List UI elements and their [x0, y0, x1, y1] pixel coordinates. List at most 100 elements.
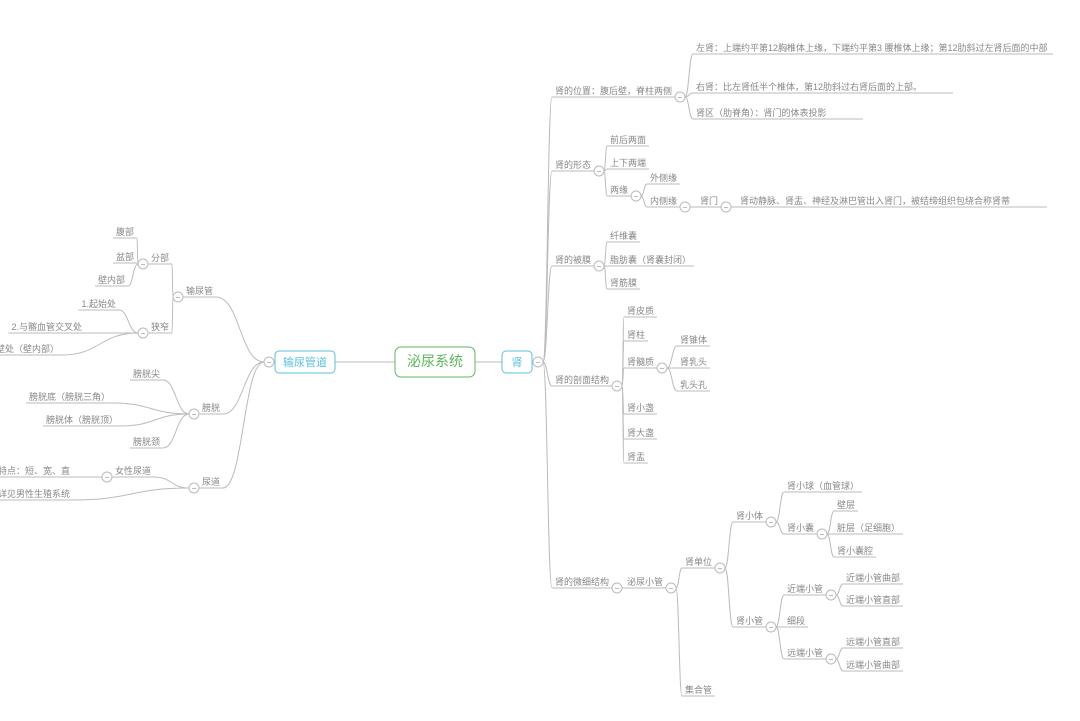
- svg-text:−: −: [829, 655, 834, 664]
- collapse-r-sec[interactable]: −: [612, 381, 622, 391]
- node-l-pg1[interactable]: 膀胱尖: [130, 368, 163, 380]
- collapse-r-u2[interactable]: −: [766, 622, 776, 632]
- node-r-u2a[interactable]: 近端小管: [784, 583, 826, 595]
- node-r-u1b1[interactable]: 壁层: [834, 499, 858, 511]
- collapse-l-ureter[interactable]: −: [173, 292, 183, 302]
- node-r-u2c2[interactable]: 远端小管曲部: [843, 659, 903, 671]
- collapse-r-u1[interactable]: −: [766, 517, 776, 527]
- node-l-nd1[interactable]: 女性尿道: [112, 465, 154, 477]
- node-r-sec5[interactable]: 肾大盏: [624, 427, 657, 439]
- collapse-r-u[interactable]: −: [715, 563, 725, 573]
- node-l-xz2[interactable]: 2.与髂血管交叉处: [8, 321, 85, 333]
- node-r-u1[interactable]: 肾小体: [733, 510, 766, 522]
- node-r-u1b3[interactable]: 肾小囊腔: [834, 545, 876, 557]
- collapse-l-xz[interactable]: −: [138, 328, 148, 338]
- node-l-nd2[interactable]: 男性尿道：详见男性生殖系统: [0, 488, 73, 500]
- collapse-r-u1b[interactable]: −: [817, 529, 827, 539]
- node-r-u1a[interactable]: 肾小球（血管球）: [784, 480, 862, 492]
- node-r-sec1[interactable]: 肾皮质: [624, 305, 657, 317]
- node-r-sec6[interactable]: 肾盂: [624, 452, 648, 463]
- node-right1[interactable]: 肾: [502, 351, 532, 373]
- collapse-r-u2a[interactable]: −: [826, 590, 836, 600]
- collapse-l-fb[interactable]: −: [138, 259, 148, 269]
- node-r-sec3b[interactable]: 肾乳头: [677, 356, 710, 368]
- label: 肾柱: [627, 329, 645, 340]
- node-r-s3b1[interactable]: 肾门: [697, 195, 721, 207]
- node-l-xz1[interactable]: 1.起始处: [78, 298, 119, 310]
- collapse-l-nd[interactable]: −: [189, 483, 199, 493]
- collapse-l-pg[interactable]: −: [189, 409, 199, 419]
- node-left1[interactable]: 输尿管道: [275, 351, 335, 373]
- node-r-sec[interactable]: 肾的剖面结构: [552, 374, 612, 386]
- node-r-mic1[interactable]: 泌尿小管: [624, 576, 666, 588]
- node-r-u2[interactable]: 肾小管: [733, 615, 766, 627]
- node-l-ureter[interactable]: 输尿管: [183, 285, 216, 297]
- collapse-right1[interactable]: −: [533, 357, 543, 367]
- node-l-fb[interactable]: 分部: [148, 252, 172, 264]
- node-r-sec2[interactable]: 肾柱: [624, 329, 648, 341]
- node-r-s2[interactable]: 上下两端: [607, 157, 649, 169]
- node-r-shape[interactable]: 肾的形态: [552, 159, 594, 171]
- node-l-pg[interactable]: 膀胱: [199, 402, 223, 414]
- svg-text:−: −: [829, 591, 834, 600]
- node-l-fb3[interactable]: 壁内部: [95, 274, 128, 286]
- svg-text:−: −: [597, 167, 602, 176]
- collapse-r-pos[interactable]: −: [675, 92, 685, 102]
- node-l-nd[interactable]: 尿道: [199, 476, 223, 488]
- label: 膀胱尖: [133, 368, 160, 379]
- node-r-u[interactable]: 肾单位: [682, 556, 715, 568]
- collapse-r-mem[interactable]: −: [594, 261, 604, 271]
- node-root[interactable]: 泌尿系统: [395, 347, 475, 377]
- node-r-sec4[interactable]: 肾小盏: [624, 402, 657, 414]
- node-r-s3[interactable]: 两缘: [607, 184, 631, 196]
- node-r-s3b[interactable]: 内侧缘: [647, 195, 680, 207]
- node-r-u2a2[interactable]: 近端小管直部: [843, 594, 903, 606]
- node-r-s3a[interactable]: 外侧缘: [647, 172, 680, 184]
- collapse-l-nd1[interactable]: −: [102, 472, 112, 482]
- collapse-r-mic1[interactable]: −: [666, 583, 676, 593]
- node-r-s1[interactable]: 前后两面: [607, 134, 649, 146]
- node-r-m2[interactable]: 脂肪囊（肾囊封闭）: [607, 254, 694, 266]
- node-r-mem[interactable]: 肾的被膜: [552, 254, 594, 266]
- node-l-nd1a[interactable]: 特点：短、宽、直: [0, 465, 73, 477]
- collapse-r-shape[interactable]: −: [594, 166, 604, 176]
- collapse-r-sec3[interactable]: −: [657, 363, 667, 373]
- node-r-pos2[interactable]: 右肾：比左肾低半个椎体，第12肋斜过右肾后面的上部。: [693, 81, 953, 93]
- svg-text:−: −: [769, 623, 774, 632]
- node-l-fb2[interactable]: 盆部: [113, 251, 137, 263]
- node-r-mic[interactable]: 肾的微细结构: [552, 576, 612, 588]
- node-r-sec3[interactable]: 肾髓质: [624, 356, 657, 368]
- node-r-u1b[interactable]: 肾小囊: [784, 522, 817, 534]
- collapse-r-s3[interactable]: −: [631, 191, 641, 201]
- collapse-r-u2c[interactable]: −: [826, 654, 836, 664]
- node-r-mic2[interactable]: 集合管: [682, 684, 715, 696]
- node-l-fb1[interactable]: 腹部: [113, 226, 137, 238]
- node-r-u2b[interactable]: 细段: [784, 615, 808, 627]
- node-l-pg3[interactable]: 膀胱体（膀胱顶）: [43, 414, 121, 426]
- node-r-sec3c[interactable]: 乳头孔: [677, 379, 710, 391]
- node-r-pos1[interactable]: 左肾：上端约平第12胸椎体上缘，下端约平第3 腰椎体上缘；第12肋斜过左肾后面的…: [693, 42, 1053, 54]
- label: 肾小管: [736, 615, 763, 626]
- node-r-pos[interactable]: 肾的位置：腹后壁，脊柱两侧: [552, 85, 675, 97]
- svg-text:−: −: [192, 410, 197, 419]
- node-r-m1[interactable]: 纤维囊: [607, 230, 640, 242]
- collapse-r-s3b1[interactable]: −: [721, 202, 731, 212]
- svg-text:−: −: [192, 484, 197, 493]
- label: 膀胱颈: [133, 436, 160, 447]
- collapse-r-mic[interactable]: −: [612, 583, 622, 593]
- node-l-xz3[interactable]: 3.穿膀胱壁处（壁内部）: [0, 343, 62, 355]
- node-l-pg2[interactable]: 膀胱底（膀胱三角）: [26, 391, 113, 403]
- node-r-u2c1[interactable]: 远端小管直部: [843, 636, 903, 648]
- node-r-pos3[interactable]: 肾区（肋脊角）：肾门的体表投影: [693, 107, 863, 119]
- node-l-xz[interactable]: 狭窄: [148, 321, 172, 333]
- collapse-r-s3b[interactable]: −: [680, 202, 690, 212]
- node-r-sec3a[interactable]: 肾锥体: [677, 334, 710, 346]
- node-r-m3[interactable]: 肾筋膜: [607, 277, 640, 289]
- collapse-left1[interactable]: −: [264, 357, 274, 367]
- node-l-pg4[interactable]: 膀胱颈: [130, 436, 163, 448]
- node-r-s3b1a[interactable]: 肾动静脉、肾盂、神经及淋巴管出入肾门，被结缔组织包绕合称肾蒂: [737, 195, 1047, 207]
- node-r-u2a1[interactable]: 近端小管曲部: [843, 572, 903, 584]
- svg-text:−: −: [718, 564, 723, 573]
- node-r-u1b2[interactable]: 脏层（足细胞）: [834, 522, 903, 534]
- node-r-u2c[interactable]: 远端小管: [784, 647, 826, 659]
